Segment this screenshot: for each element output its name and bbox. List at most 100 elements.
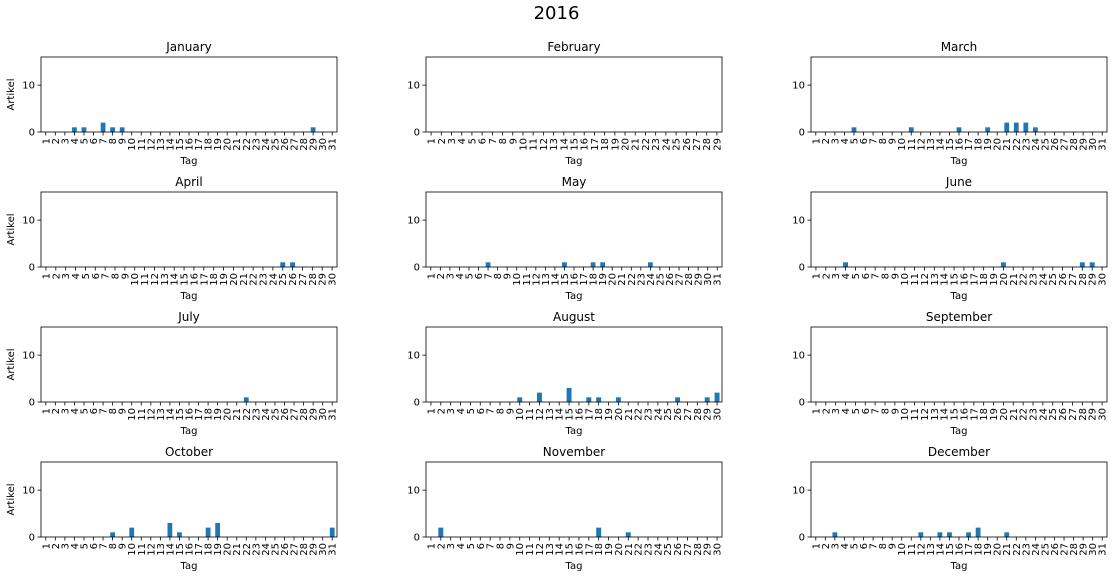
x-tick-label: 7 [488, 138, 499, 144]
bar-day-12 [918, 532, 924, 537]
x-tick-label: 11 [907, 543, 918, 556]
x-tick-label: 9 [508, 138, 519, 144]
x-tick-label: 20 [223, 138, 234, 151]
x-tick-label: 25 [672, 138, 683, 151]
x-tick-label: 16 [580, 138, 591, 151]
y-tick-label: 0 [799, 263, 805, 274]
x-tick-label: 18 [979, 408, 990, 421]
x-tick-label: 29 [1079, 543, 1090, 556]
x-tick-label: 20 [614, 408, 625, 421]
bar-day-19 [985, 127, 991, 132]
x-tick-label: 11 [907, 138, 918, 151]
x-tick-label: 14 [170, 273, 181, 286]
bar-day-5 [81, 127, 87, 132]
x-tick-label: 7 [101, 273, 112, 279]
x-tick-label: 24 [261, 408, 272, 421]
x-tick-label: 21 [232, 408, 243, 421]
y-axis-label: Artikel [6, 348, 17, 380]
x-tick-label: 11 [137, 138, 148, 151]
x-tick-label: 15 [570, 138, 581, 151]
x-tick-label: 12 [146, 543, 157, 556]
x-tick-label: 23 [1029, 408, 1040, 421]
x-tick-label: 13 [930, 408, 941, 421]
x-tick-label: 19 [213, 408, 224, 421]
bar-day-10 [517, 397, 523, 402]
x-tick-label: 2 [436, 408, 447, 414]
x-tick-label: 1 [41, 138, 52, 144]
x-tick-label: 5 [79, 408, 90, 414]
x-tick-label: 12 [920, 408, 931, 421]
x-tick-label: 30 [318, 408, 329, 421]
x-tick-label: 29 [309, 138, 320, 151]
axes-frame [40, 56, 338, 133]
x-tick-label: 24 [268, 273, 279, 286]
y-tick-label: 0 [414, 398, 420, 409]
x-tick-label: 23 [644, 543, 655, 556]
x-tick-label: 2 [51, 138, 62, 144]
x-tick-label: 2 [821, 138, 832, 144]
bar-day-11 [908, 127, 914, 132]
x-tick-label: 31 [713, 273, 724, 286]
bar-day-15 [562, 262, 567, 267]
x-tick-label: 26 [665, 273, 676, 286]
y-tick-label: 10 [22, 351, 35, 362]
x-tick-label: 1 [426, 273, 437, 279]
x-tick-label: 25 [1040, 543, 1051, 556]
x-tick-label: 15 [560, 273, 571, 286]
x-tick-label: 26 [288, 273, 299, 286]
x-tick-label: 29 [703, 408, 714, 421]
x-tick-label: 19 [983, 543, 994, 556]
x-tick-label: 14 [555, 543, 566, 556]
x-tick-label: 15 [175, 543, 186, 556]
x-tick-label: 10 [127, 138, 138, 151]
y-tick-label: 10 [792, 81, 805, 92]
x-tick-label: 19 [989, 408, 1000, 421]
y-tick-label: 10 [407, 81, 420, 92]
x-tick-label: 6 [859, 543, 870, 549]
x-tick-label: 19 [604, 543, 615, 556]
x-tick-label: 12 [535, 543, 546, 556]
x-tick-label: 23 [636, 273, 647, 286]
x-tick-label: 1 [811, 543, 822, 549]
x-tick-label: 6 [476, 408, 487, 414]
x-tick-label: 14 [165, 543, 176, 556]
panel-title: October [165, 445, 213, 459]
x-tick-label: 12 [146, 408, 157, 421]
y-tick-label: 10 [407, 351, 420, 362]
bar-day-3 [832, 532, 838, 537]
x-tick-label: 19 [610, 138, 621, 151]
x-tick-label: 9 [505, 543, 516, 549]
x-tick-label: 17 [964, 543, 975, 556]
x-tick-label: 19 [213, 543, 224, 556]
x-tick-label: 14 [165, 408, 176, 421]
x-tick-label: 8 [881, 273, 892, 279]
x-tick-label: 15 [950, 408, 961, 421]
axes-frame [40, 326, 338, 403]
x-tick-label: 12 [539, 138, 550, 151]
x-tick-label: 23 [251, 543, 262, 556]
y-tick-label: 0 [414, 128, 420, 139]
y-tick-label: 0 [799, 533, 805, 544]
x-tick-label: 22 [1019, 273, 1030, 286]
x-tick-label: 16 [959, 408, 970, 421]
x-tick-label: 14 [935, 138, 946, 151]
x-tick-label: 21 [1009, 273, 1020, 286]
x-tick-label: 24 [1031, 138, 1042, 151]
x-tick-label: 17 [969, 408, 980, 421]
x-tick-label: 29 [703, 543, 714, 556]
x-tick-label: 13 [160, 273, 171, 286]
x-tick-label: 30 [1098, 273, 1109, 286]
bar-day-26 [290, 262, 296, 267]
x-tick-label: 16 [959, 273, 970, 286]
x-tick-label: 4 [840, 138, 851, 144]
y-axis-label: Artikel [6, 213, 17, 245]
x-tick-label: 20 [614, 543, 625, 556]
x-tick-label: 30 [318, 543, 329, 556]
x-tick-label: 28 [693, 408, 704, 421]
y-tick-label: 0 [29, 128, 35, 139]
x-tick-label: 6 [89, 138, 100, 144]
panel-title: July [177, 310, 200, 324]
x-tick-label: 8 [111, 273, 122, 279]
x-tick-label: 2 [51, 543, 62, 549]
